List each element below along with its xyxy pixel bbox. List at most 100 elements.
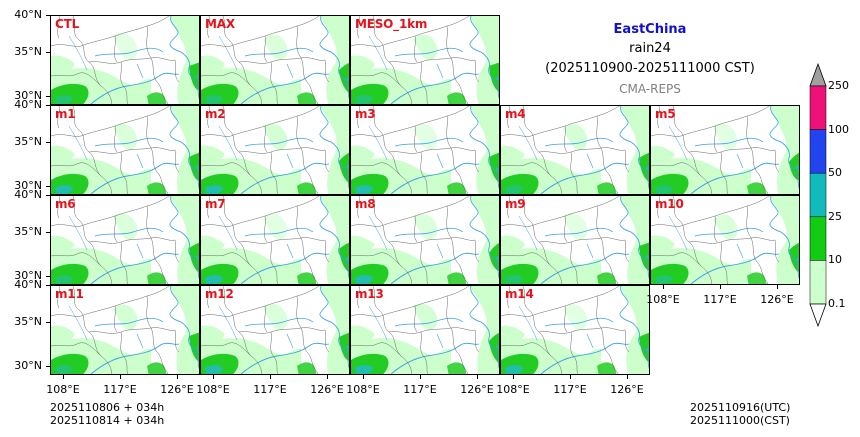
map-panel: m5 bbox=[650, 105, 800, 195]
y-tick bbox=[46, 96, 50, 97]
x-tick-label: 126°E bbox=[760, 293, 794, 306]
x-tick bbox=[270, 375, 271, 379]
panel-label: m14 bbox=[505, 287, 534, 301]
panel-label: m3 bbox=[355, 107, 376, 121]
y-tick bbox=[46, 186, 50, 187]
panel-label: MAX bbox=[205, 17, 235, 31]
y-tick bbox=[46, 276, 50, 277]
y-tick bbox=[46, 52, 50, 53]
panel-label: m5 bbox=[655, 107, 676, 121]
map-panel: m12 bbox=[200, 285, 350, 375]
map-panel: m14 bbox=[500, 285, 650, 375]
footer-valid-utc: 2025110916(UTC) bbox=[690, 401, 791, 414]
x-tick-label: 126°E bbox=[610, 383, 644, 396]
colorbar-level-label: 25 bbox=[828, 209, 842, 223]
x-tick-label: 108°E bbox=[196, 383, 230, 396]
footer-valid-cst: 2025111000(CST) bbox=[690, 414, 790, 427]
y-tick bbox=[46, 142, 50, 143]
map-panel: m9 bbox=[500, 195, 650, 285]
footer-init: 2025110806 + 034h 2025110814 + 034h bbox=[50, 401, 164, 427]
panel-label: m4 bbox=[505, 107, 526, 121]
y-tick-label: 40°N bbox=[14, 188, 42, 201]
colorbar-level-label: 50 bbox=[828, 166, 842, 180]
x-tick bbox=[177, 375, 178, 379]
map-panel: MAX bbox=[200, 15, 350, 105]
x-tick bbox=[63, 375, 64, 379]
panel-label: m6 bbox=[55, 197, 76, 211]
panel-label: m10 bbox=[655, 197, 684, 211]
colorbar-extend-min bbox=[809, 303, 827, 328]
y-tick-label: 35°N bbox=[14, 315, 42, 328]
x-tick-label: 117°E bbox=[703, 293, 737, 306]
panel-label: m1 bbox=[55, 107, 76, 121]
x-tick bbox=[120, 375, 121, 379]
map-panel: m3 bbox=[350, 105, 500, 195]
colorbar-level-label: 0.1 bbox=[828, 297, 846, 310]
panel-label: m2 bbox=[205, 107, 226, 121]
title-region: EastChina bbox=[613, 22, 687, 37]
map-panel: m6 bbox=[50, 195, 200, 285]
map-panel: m10 bbox=[650, 195, 800, 285]
x-tick bbox=[777, 285, 778, 289]
plot-title: EastChina rain24 (2025110900-2025111000 … bbox=[530, 21, 770, 99]
x-tick-label: 117°E bbox=[403, 383, 437, 396]
y-tick bbox=[46, 322, 50, 323]
panel-label: m12 bbox=[205, 287, 234, 301]
y-tick bbox=[46, 232, 50, 233]
x-tick bbox=[327, 375, 328, 379]
y-tick bbox=[46, 285, 50, 286]
x-tick bbox=[477, 375, 478, 379]
y-tick-label: 30°N bbox=[14, 179, 42, 192]
x-tick-label: 126°E bbox=[310, 383, 344, 396]
panel-label: MESO_1km bbox=[355, 17, 428, 31]
map-panel: m4 bbox=[500, 105, 650, 195]
panel-label: m8 bbox=[355, 197, 376, 211]
map-panel: m2 bbox=[200, 105, 350, 195]
footer-valid: 2025110916(UTC) 2025111000(CST) bbox=[690, 401, 790, 427]
colorbar-segment bbox=[809, 260, 827, 305]
colorbar-level-label: 10 bbox=[828, 253, 842, 267]
panel-label: m7 bbox=[205, 197, 226, 211]
x-tick-label: 117°E bbox=[553, 383, 587, 396]
x-tick bbox=[627, 375, 628, 379]
x-tick-label: 126°E bbox=[160, 383, 194, 396]
x-tick bbox=[720, 285, 721, 289]
x-tick bbox=[420, 375, 421, 379]
footer-init-utc: 2025110806 + 034h bbox=[50, 401, 165, 414]
x-tick-label: 126°E bbox=[460, 383, 494, 396]
x-tick-label: 117°E bbox=[253, 383, 287, 396]
x-tick-label: 108°E bbox=[496, 383, 530, 396]
panel-label: CTL bbox=[55, 17, 80, 31]
x-tick-label: 108°E bbox=[46, 383, 80, 396]
x-tick bbox=[570, 375, 571, 379]
colorbar bbox=[809, 62, 827, 328]
x-tick bbox=[213, 375, 214, 379]
y-tick bbox=[46, 366, 50, 367]
panel-label: m13 bbox=[355, 287, 384, 301]
y-tick-label: 30°N bbox=[14, 359, 42, 372]
map-panel: m13 bbox=[350, 285, 500, 375]
panel-label: m11 bbox=[55, 287, 84, 301]
map-panel: m1 bbox=[50, 105, 200, 195]
panel-label: m9 bbox=[505, 197, 526, 211]
y-tick-label: 40°N bbox=[14, 278, 42, 291]
title-variable: rain24 bbox=[629, 41, 671, 56]
map-panel: MESO_1km bbox=[350, 15, 500, 105]
map-panel: m11 bbox=[50, 285, 200, 375]
colorbar-segment bbox=[809, 216, 827, 261]
y-tick-label: 40°N bbox=[14, 98, 42, 111]
colorbar-segment bbox=[809, 129, 827, 174]
y-tick bbox=[46, 105, 50, 106]
title-source: CMA-REPS bbox=[619, 82, 681, 96]
y-tick-label: 30°N bbox=[14, 269, 42, 282]
x-tick bbox=[363, 375, 364, 379]
x-tick-label: 117°E bbox=[103, 383, 137, 396]
y-tick-label: 35°N bbox=[14, 225, 42, 238]
footer-init-cst: 2025110814 + 034h bbox=[50, 414, 165, 427]
colorbar-extend-max bbox=[809, 62, 827, 87]
y-tick-label: 35°N bbox=[14, 45, 42, 58]
y-tick-label: 35°N bbox=[14, 135, 42, 148]
title-period: (2025110900-2025111000 CST) bbox=[545, 61, 755, 76]
colorbar-segment bbox=[809, 172, 827, 218]
